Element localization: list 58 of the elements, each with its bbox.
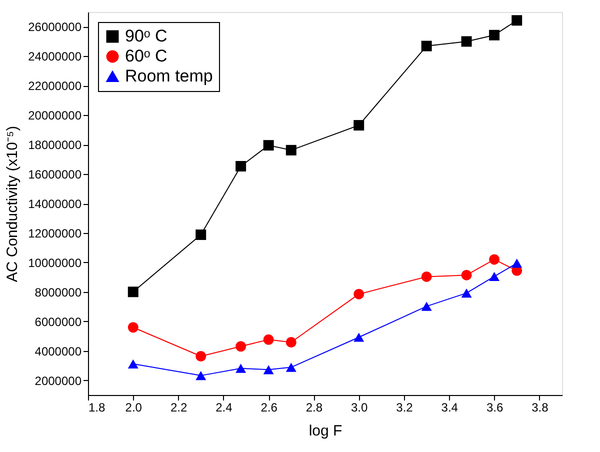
y-tick-label: 8000000: [34, 285, 82, 300]
y-tick-label: 6000000: [34, 314, 82, 329]
y-axis-title: AC Conductivity (x10⁻⁵): [4, 126, 22, 282]
x-tick-label: 2.4: [216, 400, 233, 414]
point: [489, 30, 500, 40]
x-tick-label: 2.8: [306, 400, 323, 414]
x-tick-label: 3.0: [351, 400, 368, 414]
point: [421, 302, 432, 311]
x-tick-label: 2.6: [260, 400, 278, 414]
point: [354, 332, 364, 342]
point: [461, 270, 472, 280]
y-tick-label: 26000000: [28, 20, 82, 34]
point: [196, 351, 206, 362]
point: [236, 160, 246, 172]
y-tick-label: 18000000: [28, 138, 82, 152]
x-tick-label: 2.2: [170, 400, 188, 414]
point: [354, 120, 364, 131]
point: [421, 40, 432, 52]
point: [461, 288, 472, 298]
point: [263, 365, 274, 374]
y-tick-label: 10000000: [28, 256, 82, 270]
y-tick-label: 22000000: [28, 79, 82, 94]
point: [512, 258, 522, 268]
x-tick-label: 3.4: [441, 400, 458, 414]
x-tick-label: 2.0: [125, 400, 142, 414]
point: [489, 254, 500, 265]
point: [263, 140, 274, 151]
y-tick-label: 16000000: [28, 168, 82, 182]
legend-label: 90ᵒ C: [125, 26, 168, 46]
y-tick-label: 20000000: [28, 108, 82, 123]
x-tick-label: 3.2: [396, 400, 414, 414]
legend-label: 60ᵒ C: [125, 46, 168, 66]
point: [236, 364, 246, 373]
point: [263, 334, 274, 345]
x-tick-label: 1.8: [88, 400, 106, 414]
legend-label: Room temp: [125, 66, 213, 86]
x-tick-label: 3.6: [486, 400, 504, 414]
point: [128, 322, 138, 333]
point: [421, 271, 432, 282]
x-axis-title: log F: [308, 422, 342, 440]
point: [354, 288, 364, 300]
y-tick-label: 2000000: [34, 374, 82, 388]
point: [489, 272, 500, 281]
x-tick-label: 3.8: [532, 400, 549, 414]
y-tick-label: 12000000: [28, 226, 82, 240]
point: [461, 36, 472, 47]
point: [128, 359, 138, 368]
point: [286, 337, 296, 348]
point: [196, 371, 206, 380]
y-tick-label: 24000000: [28, 50, 82, 64]
point: [236, 341, 246, 352]
point: [128, 286, 138, 298]
y-tick-label: 4000000: [34, 344, 82, 358]
y-tick-label: 14000000: [28, 197, 82, 211]
point: [196, 229, 206, 240]
point: [286, 362, 296, 372]
point: [512, 15, 522, 26]
point: [286, 144, 296, 156]
